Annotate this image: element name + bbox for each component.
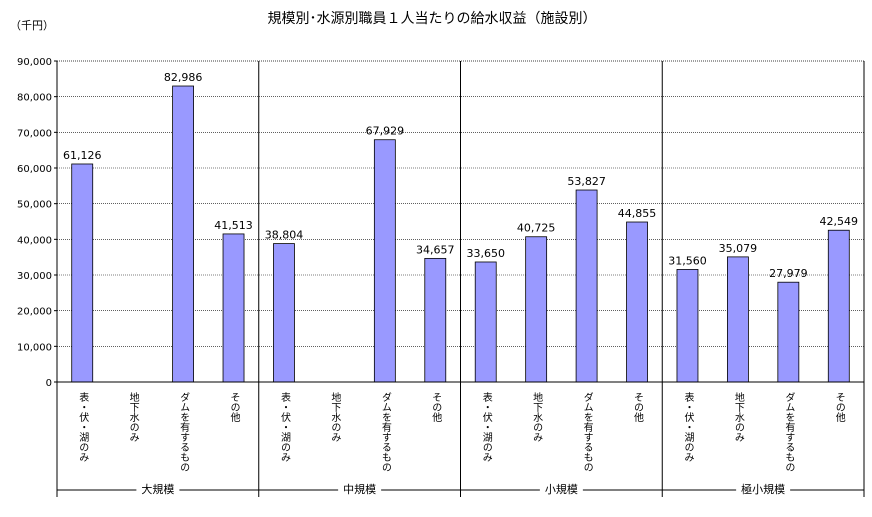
data-label: 82,986 <box>164 71 203 84</box>
category-label: ダムを有するもの <box>581 392 593 472</box>
category-label: 表・伏・湖のみ <box>682 391 694 462</box>
data-label: 38,804 <box>265 229 304 242</box>
group-label: 大規模 <box>141 482 174 496</box>
category-label: 地下水のみ <box>329 391 341 442</box>
bar <box>827 229 850 383</box>
y-tick-label: 20,000 <box>17 307 52 318</box>
chart-title: 規模別･水源別職員１人当たりの給水収益（施設別） <box>268 11 597 27</box>
data-label: 53,827 <box>567 175 606 188</box>
bar <box>172 85 194 383</box>
data-label: 41,513 <box>214 219 253 232</box>
y-tick-label: 40,000 <box>17 235 52 246</box>
bar <box>424 257 447 383</box>
category-label: その他 <box>430 392 442 423</box>
bar <box>727 256 749 383</box>
bar <box>373 139 396 383</box>
category-label: その他 <box>833 392 845 423</box>
data-label: 31,560 <box>668 254 707 267</box>
group-label-backdrop <box>736 481 791 497</box>
y-tick-labels: 0 10,000 20,000 30,000 40,000 50,000 60,000 70,… <box>17 57 52 389</box>
bar <box>273 243 295 383</box>
data-label: 61,126 <box>63 149 102 162</box>
bar <box>575 189 598 383</box>
category-label: 表・伏・湖のみ <box>480 391 492 462</box>
data-labels: 61,126 82,986 41,513 38,804 67,929 34,657 33,6… <box>63 71 858 280</box>
y-tick-label: 30,000 <box>17 271 52 282</box>
category-label: 表・伏・湖のみ <box>278 391 290 462</box>
bar <box>676 269 699 383</box>
data-label: 35,079 <box>719 242 758 255</box>
group-label: 小規模 <box>545 482 578 496</box>
bar <box>525 236 548 383</box>
data-label: 40,725 <box>517 222 556 235</box>
group-label: 極小規模 <box>741 482 785 496</box>
bar <box>222 233 245 383</box>
category-label: 表・伏・湖のみ <box>77 391 89 462</box>
category-label: その他 <box>632 392 644 423</box>
data-label: 33,650 <box>466 247 505 260</box>
category-labels: 表・伏・湖のみ 地下水のみ ダムを有するもの その他 表・伏・湖のみ 地下水のみ ダムを有す… <box>77 391 846 472</box>
category-label: 地下水のみ <box>127 391 139 442</box>
y-tick-label: 60,000 <box>17 164 52 175</box>
data-label: 67,929 <box>366 125 405 138</box>
group-label-backdrop <box>539 481 583 497</box>
data-label: 34,657 <box>416 243 455 256</box>
bars <box>71 85 850 383</box>
category-label: ダムを有するもの <box>178 392 190 472</box>
group-labels: 大規模 中規模 小規模 極小規模 <box>136 481 791 497</box>
y-tick-label: 70,000 <box>17 128 52 139</box>
category-label: ダムを有するもの <box>783 392 795 472</box>
group-label: 中規模 <box>343 482 376 496</box>
category-label: ダムを有するもの <box>379 392 391 472</box>
y-tick-label: 90,000 <box>17 57 52 68</box>
bar <box>71 163 94 383</box>
bar <box>626 221 648 383</box>
data-label: 27,979 <box>769 267 808 280</box>
y-tick-label: 80,000 <box>17 93 52 104</box>
y-tick-label: 10,000 <box>17 342 52 353</box>
category-label: その他 <box>228 392 240 423</box>
y-tick-label: 50,000 <box>17 200 52 211</box>
y-tick-label: 0 <box>46 378 52 389</box>
bar <box>777 281 800 383</box>
bar <box>474 261 497 383</box>
category-label: 地下水のみ <box>732 391 744 442</box>
data-label: 42,549 <box>820 215 859 228</box>
group-label-backdrop <box>338 481 382 497</box>
category-label: 地下水のみ <box>531 391 543 442</box>
y-unit-label: （千円） <box>10 19 54 32</box>
group-label-backdrop <box>136 481 180 497</box>
data-label: 44,855 <box>618 207 657 220</box>
